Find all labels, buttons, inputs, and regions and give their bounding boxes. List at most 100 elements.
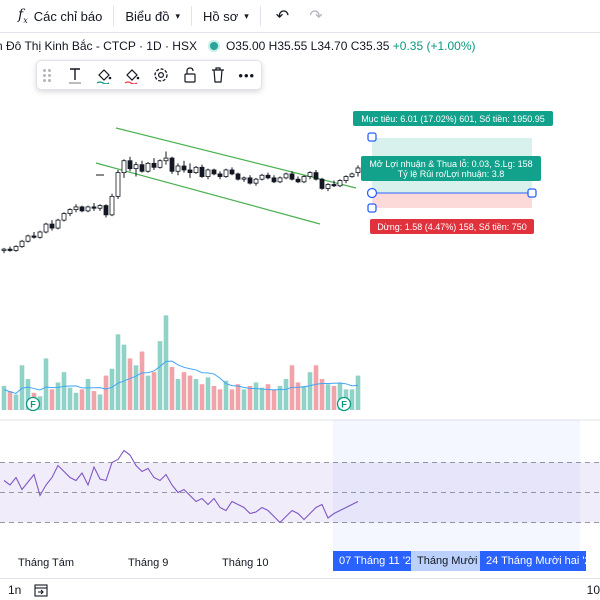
volume-bar (73, 392, 79, 410)
candle (247, 175, 253, 185)
candle (229, 167, 235, 176)
candle-body (163, 157, 169, 162)
price-change: +0.35 (+1.00%) (392, 39, 476, 53)
candle-body (49, 223, 55, 229)
candle-body (55, 219, 61, 229)
candle-body (115, 172, 121, 197)
volume-bar (307, 372, 313, 410)
top-toolbar: fx Các chỉ báo Biểu đồ ▾ Hồ sơ ▾ ↶ ↷ (0, 0, 600, 33)
candle (133, 162, 139, 177)
candle (301, 175, 307, 184)
candle-body (79, 206, 85, 212)
candle (193, 166, 199, 174)
candle (1, 247, 7, 254)
drawing-toolbar: ••• (36, 60, 262, 90)
volume-bar (169, 367, 175, 410)
candle (289, 171, 295, 181)
candle-body (205, 169, 211, 177)
indicators-label: Các chỉ báo (33, 8, 103, 24)
volume-bar (337, 382, 343, 410)
volume-bar (319, 379, 325, 410)
loss-zone (372, 193, 532, 208)
candle-body (103, 205, 109, 216)
ohlc-text: O35.00 H35.55 L34.70 C35.35 (225, 39, 390, 53)
range-button-1y[interactable]: 1n (8, 582, 22, 597)
candle (253, 177, 259, 186)
candle-body (259, 174, 265, 180)
line-color-button[interactable] (118, 61, 147, 89)
candle (91, 202, 97, 211)
candle (145, 162, 151, 173)
candle-body (295, 178, 301, 183)
charts-dropdown[interactable]: Biểu đồ ▾ (119, 0, 186, 33)
fill-color-button[interactable] (89, 61, 118, 89)
volume-bar (7, 391, 13, 410)
target-label-text: Mục tiêu: 6.01 (17.02%) 601, Số tiền: 19… (361, 114, 545, 124)
volume-bar (91, 391, 97, 410)
candle (61, 212, 67, 222)
candle (97, 204, 103, 211)
candle-body (139, 164, 145, 172)
volume-bar (187, 375, 193, 410)
candle-body (199, 166, 205, 177)
candle (13, 245, 19, 252)
volume-bar (121, 344, 127, 410)
candle-body (211, 169, 217, 175)
undo-button[interactable]: ↶ (266, 0, 299, 33)
candle-body (301, 176, 307, 183)
candle (217, 171, 223, 180)
candle (283, 172, 289, 180)
trash-icon (212, 67, 225, 83)
chevron-down-icon: ▾ (244, 10, 249, 21)
text-tool-button[interactable] (61, 61, 90, 89)
candle-body (13, 246, 19, 251)
volume-bar (175, 379, 181, 410)
stop-label: Dừng: 1.58 (4.47%) 158, Số tiền: 750 (370, 219, 534, 234)
candle-body (235, 173, 241, 180)
delete-button[interactable] (204, 61, 233, 89)
settings-icon (154, 68, 168, 82)
stop-label-bg (370, 219, 534, 234)
target-label: Mục tiêu: 6.01 (17.02%) 601, Số tiền: 19… (353, 111, 553, 126)
volume-bar (97, 394, 103, 410)
volume-bar (277, 385, 283, 410)
candle-body (241, 177, 247, 180)
volume-bar (265, 384, 271, 410)
candle (295, 176, 301, 184)
profile-dropdown[interactable]: Hồ sơ ▾ (197, 0, 255, 33)
volume-bar (103, 375, 109, 410)
candle-body (31, 235, 37, 238)
volume-bar (67, 387, 73, 410)
lock-button[interactable] (175, 61, 204, 89)
indicators-button[interactable]: fx Các chỉ báo (12, 0, 108, 33)
volume-bar (235, 384, 241, 410)
settings-button[interactable] (147, 61, 176, 89)
candle (259, 173, 265, 181)
fill-color-icon (96, 69, 112, 84)
candle-body (229, 169, 235, 175)
candle (49, 220, 55, 231)
candle-body (151, 162, 157, 168)
redo-button[interactable]: ↷ (299, 0, 332, 33)
candle (163, 151, 169, 165)
pnl-label-text: Tỷ lệ Rủi ro/Lợi nhuận: 3.8 (398, 169, 504, 179)
symbol-title[interactable]: n Đô Thị Kinh Bắc - CTCP · 1D · HSX (0, 39, 197, 53)
candle (319, 177, 325, 190)
volume-bar (115, 334, 121, 410)
candle (25, 234, 31, 243)
candle-body (355, 167, 361, 173)
drag-handle-icon[interactable] (43, 68, 53, 82)
volume-bar (331, 385, 337, 410)
volume-bar (61, 372, 67, 410)
calendar-goto-icon[interactable] (33, 582, 49, 598)
more-button[interactable]: ••• (232, 61, 261, 89)
market-status-icon (209, 42, 218, 50)
volume-ma-line (3, 360, 359, 394)
volume-bar (181, 372, 187, 410)
volume-bar (283, 379, 289, 410)
candle-body (145, 162, 151, 172)
candle (67, 208, 73, 217)
volume-bar (139, 351, 145, 410)
footer-bar: 1n 10 (0, 578, 600, 600)
